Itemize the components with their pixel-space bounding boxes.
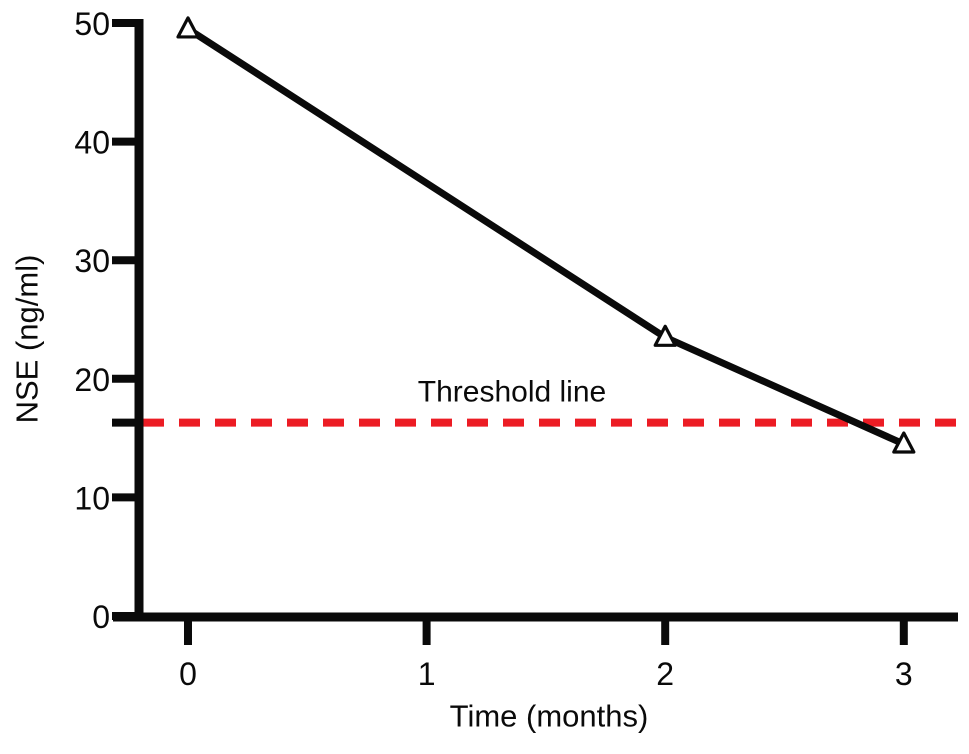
x-tick-label: 3 <box>895 656 913 692</box>
data-point-marker <box>176 16 200 39</box>
data-point-marker <box>892 431 916 454</box>
y-tick-label: 0 <box>92 599 110 635</box>
y-tick-label: 30 <box>74 243 110 279</box>
y-tick-label: 50 <box>74 6 110 42</box>
x-tick-label: 0 <box>179 656 197 692</box>
y-tick-label: 40 <box>74 125 110 161</box>
threshold-label: Threshold line <box>418 376 606 409</box>
chart-plot-area: 0 10 20 30 40 50 0 1 2 3 <box>74 6 958 692</box>
x-tick-label: 1 <box>418 656 436 692</box>
data-point-marker <box>653 324 677 347</box>
x-tick-label: 2 <box>656 656 674 692</box>
y-tick-label: 20 <box>74 362 110 398</box>
x-axis-label: Time (months) <box>450 699 649 734</box>
y-tick-label: 10 <box>74 480 110 516</box>
y-axis-label: NSE (ng/ml) <box>10 255 45 424</box>
